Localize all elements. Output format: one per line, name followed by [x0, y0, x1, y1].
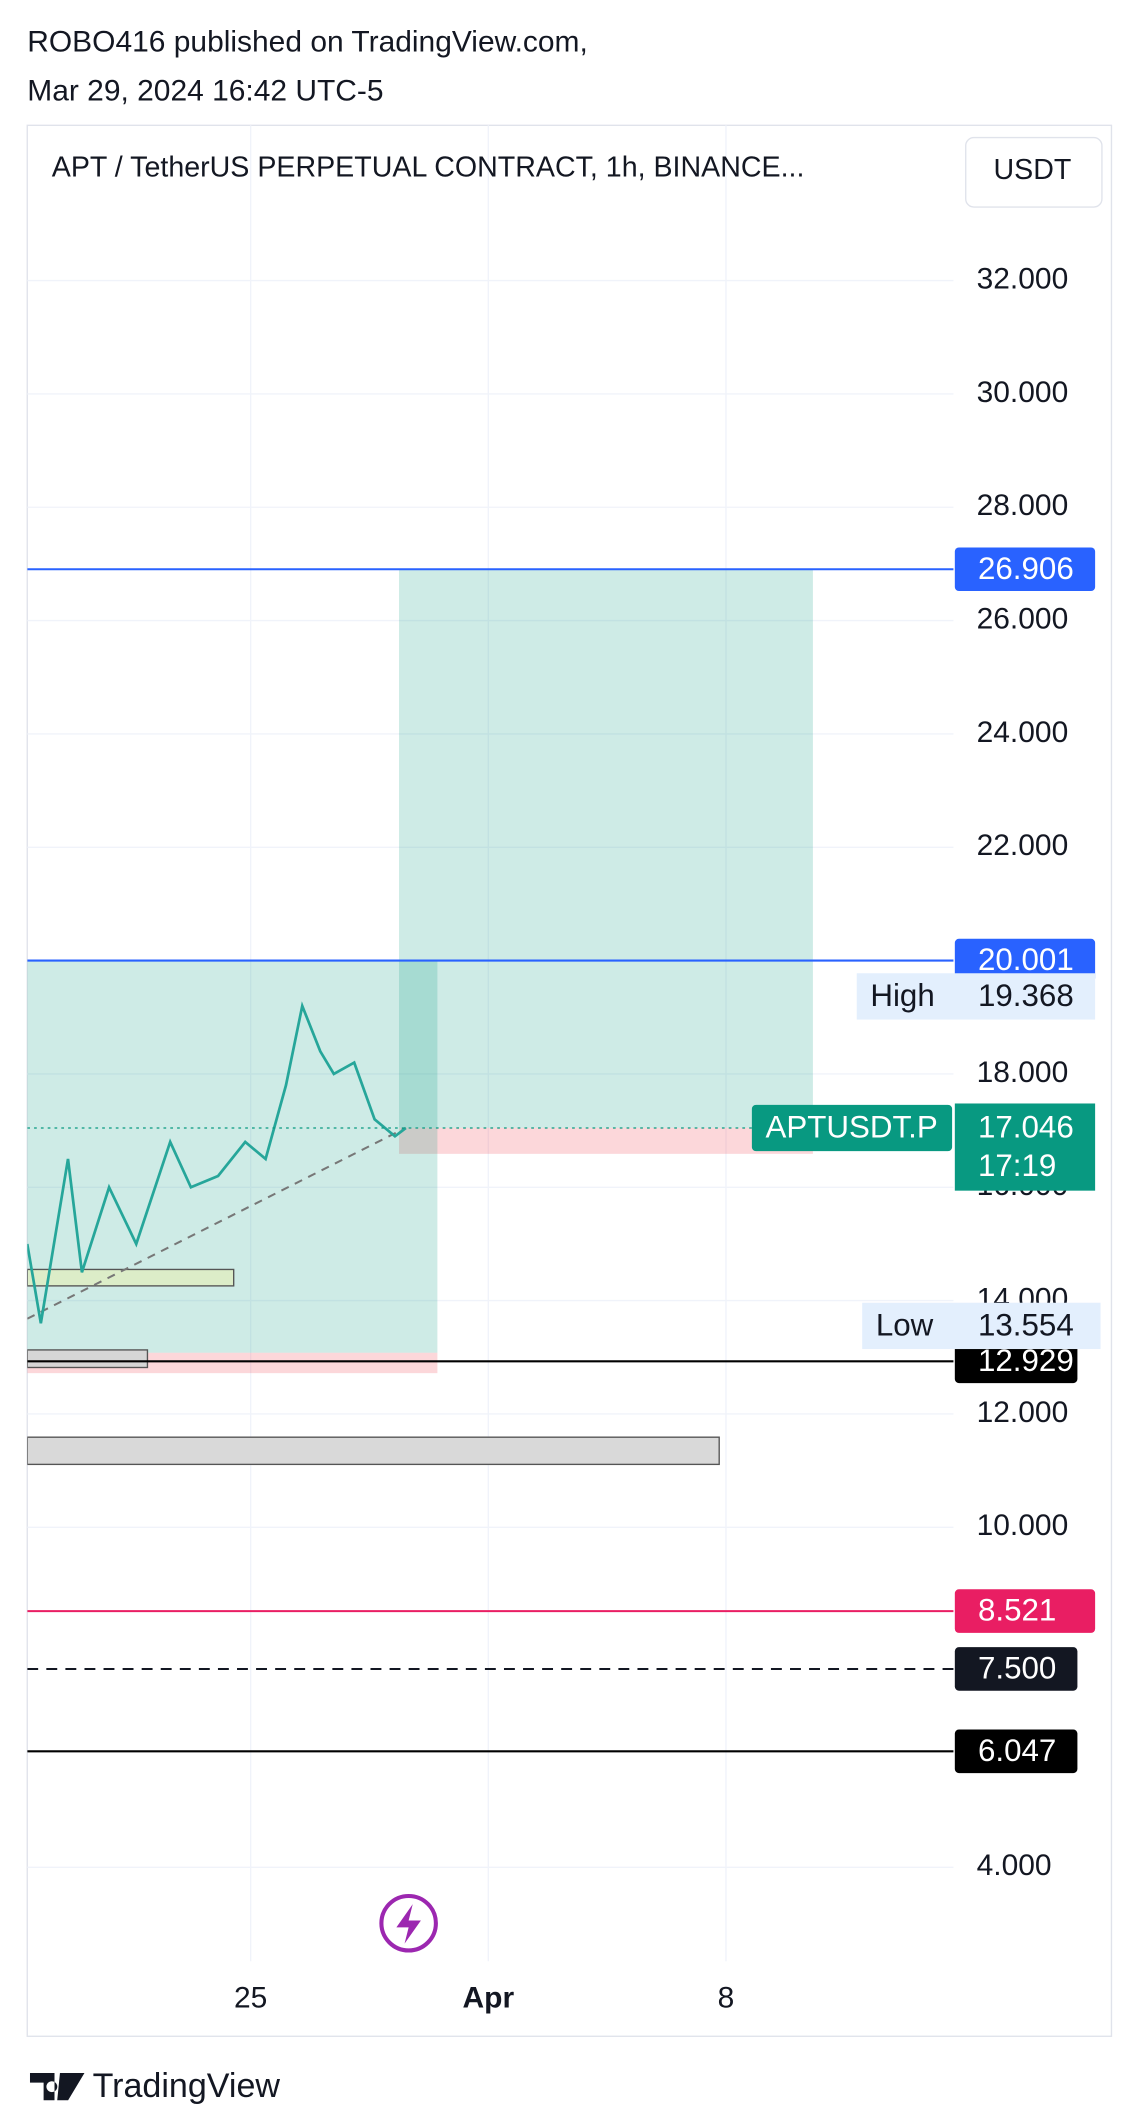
- y-tick-label: 26.000: [977, 603, 1069, 636]
- price-badge-label: 26.906: [978, 551, 1074, 586]
- stop-zone: [399, 1127, 813, 1154]
- hl-name: High: [870, 978, 934, 1013]
- price-badge: [954, 1589, 1096, 1633]
- target-zone: [399, 569, 813, 1128]
- price-badge: [954, 1339, 1078, 1384]
- price-line-series: [27, 1001, 407, 1324]
- price-badge: [954, 1647, 1078, 1691]
- chart-title: APT / TetherUS PERPETUAL CONTRACT, 1h, B…: [52, 151, 805, 183]
- trend-line: [27, 1126, 407, 1320]
- hl-badge: [856, 973, 1096, 1020]
- currency-button[interactable]: [965, 136, 1103, 208]
- lightning-glyph: [396, 1904, 421, 1944]
- x-tick-label: 25: [234, 1981, 267, 2014]
- y-tick-label: 4.000: [977, 1849, 1052, 1882]
- brand-logo: [29, 2073, 85, 2101]
- hl-badge: [862, 1302, 1101, 1350]
- x-tick-label: 8: [718, 1981, 735, 2014]
- price-badge: [954, 547, 1096, 592]
- timestamp: Mar 29, 2024 16:42 UTC-5: [27, 75, 383, 108]
- y-tick-label: 28.000: [977, 489, 1069, 522]
- price-badge: [954, 1729, 1078, 1774]
- publisher: ROBO416 published on TradingView.com,: [27, 26, 588, 59]
- y-tick-label: 32.000: [977, 263, 1069, 296]
- hl-value: 13.554: [978, 1308, 1074, 1343]
- x-tick-label: Apr: [463, 1981, 515, 2014]
- symbol-label: APTUSDT.P: [765, 1110, 937, 1145]
- price-badge-label: 6.047: [978, 1733, 1056, 1768]
- countdown: 17:19: [978, 1148, 1056, 1183]
- y-tick-label: 30.000: [977, 376, 1069, 409]
- brand: TradingView: [93, 2067, 281, 2105]
- symbol-badge: [751, 1104, 953, 1152]
- price-badge: [954, 938, 1096, 983]
- last-price-label: 17.046: [978, 1110, 1074, 1145]
- y-tick-label: 10.000: [977, 1509, 1069, 1542]
- y-tick-label: 12.000: [977, 1396, 1069, 1429]
- last-price-badge: [954, 1103, 1096, 1191]
- drawn-box: [27, 1349, 149, 1369]
- currency: USDT: [994, 154, 1072, 186]
- y-tick-label: 22.000: [977, 829, 1069, 862]
- chart-frame: [26, 124, 1113, 2037]
- lightning-icon[interactable]: [379, 1893, 438, 1953]
- price-badge-label: 7.500: [978, 1651, 1056, 1686]
- price-badge-label: 20.001: [978, 942, 1074, 977]
- hl-value: 19.368: [978, 978, 1074, 1013]
- drawn-box: [27, 1436, 720, 1466]
- hl-name: Low: [876, 1308, 934, 1343]
- y-tick-label: 18.000: [977, 1056, 1069, 1089]
- drawn-box: [27, 1268, 235, 1287]
- price-badge-label: 8.521: [978, 1593, 1056, 1628]
- y-tick-label: 24.000: [977, 716, 1069, 749]
